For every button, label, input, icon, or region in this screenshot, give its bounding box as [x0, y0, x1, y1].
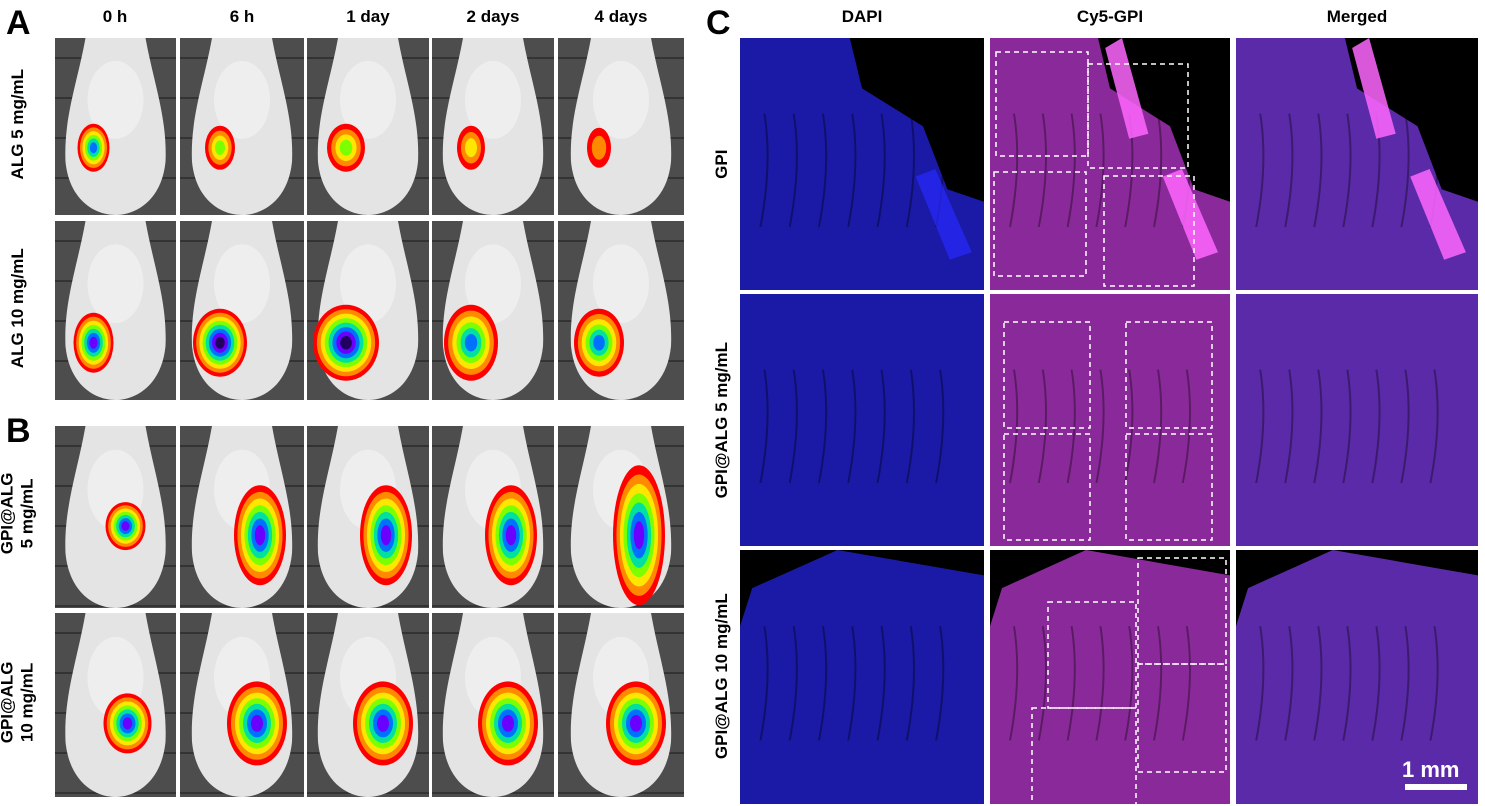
row-label-gpi5-line1: GPI@ALG [0, 472, 17, 555]
roi-box-gpi10-1 [1137, 557, 1227, 665]
roi-box-gpi-2 [1087, 63, 1189, 169]
row-label-c-gpi: GPI [711, 149, 731, 179]
mouse-image-alg10-0h [55, 221, 176, 400]
mouse-image-alg10-6h [180, 221, 304, 400]
micrograph-gpi5-cy5 [990, 294, 1230, 546]
mouse-image-alg5-1day [307, 38, 429, 215]
mouse-image-gpi10-4days [558, 613, 684, 797]
scale-bar-label: 1 mm [1402, 757, 1460, 782]
roi-box-gpi5-4 [1125, 433, 1213, 541]
mouse-image-alg10-1day [307, 221, 429, 400]
row-label-c-gpi10: GPI@ALG 10 mg/mL [711, 593, 731, 760]
row-label-alg5: ALG 5 mg/mL [7, 68, 27, 180]
mouse-image-gpi10-6h [180, 613, 304, 797]
mouse-image-gpi10-0h [55, 613, 176, 797]
micrograph-gpi5-dapi [740, 294, 984, 546]
row-label-gpi10-line2: 10 mg/mL [18, 662, 37, 743]
mouse-image-alg5-2days [432, 38, 554, 215]
roi-box-gpi-1 [995, 51, 1089, 157]
micrograph-gpi-dapi [740, 38, 984, 290]
roi-box-gpi10-2 [1047, 601, 1137, 709]
micrograph-gpi-cy5 [990, 38, 1230, 290]
micrograph-gpi5-merged [1236, 294, 1478, 546]
mouse-image-alg5-6h [180, 38, 304, 215]
mouse-image-gpi5-4days [558, 426, 684, 608]
roi-box-gpi-3 [993, 171, 1087, 277]
col-header-1day: 1 day [346, 7, 390, 26]
micrograph-gpi10-merged [1236, 550, 1478, 804]
mouse-image-gpi10-1day [307, 613, 429, 797]
row-label-gpi5: GPI@ALG 5 mg/mL [0, 463, 38, 563]
mouse-image-alg10-4days [558, 221, 684, 400]
roi-box-gpi10-3 [1137, 663, 1227, 773]
row-label-gpi5-line2: 5 mg/mL [18, 478, 37, 549]
panel-letter-a: A [6, 4, 31, 42]
roi-box-gpi10-4 [1031, 707, 1137, 804]
row-label-c-gpi5: GPI@ALG 5 mg/mL [711, 342, 731, 499]
col-header-dapi: DAPI [841, 7, 883, 26]
mouse-image-gpi5-1day [307, 426, 429, 608]
mouse-image-gpi5-6h [180, 426, 304, 608]
roi-box-gpi5-2 [1125, 321, 1213, 429]
mouse-image-alg5-4days [558, 38, 684, 215]
roi-box-gpi5-3 [1003, 433, 1091, 541]
col-header-2days: 2 days [466, 7, 520, 26]
panel-letter-b: B [6, 412, 31, 450]
mouse-image-gpi10-2days [432, 613, 554, 797]
row-label-alg10: ALG 10 mg/mL [7, 248, 27, 369]
panel-letter-c: C [706, 4, 731, 42]
micrograph-gpi10-cy5 [990, 550, 1230, 804]
scale-bar [1405, 784, 1467, 790]
mouse-image-alg10-2days [432, 221, 554, 400]
mouse-image-gpi5-2days [432, 426, 554, 608]
roi-box-gpi-4 [1103, 175, 1195, 287]
micrograph-gpi10-dapi [740, 550, 984, 804]
col-header-6h: 6 h [229, 7, 255, 26]
roi-box-gpi5-1 [1003, 321, 1091, 429]
col-header-4days: 4 days [594, 7, 648, 26]
col-header-merged: Merged [1326, 7, 1388, 26]
micrograph-gpi-merged [1236, 38, 1478, 290]
row-label-gpi10: GPI@ALG 10 mg/mL [0, 652, 38, 752]
col-header-0h: 0 h [102, 7, 128, 26]
mouse-image-gpi5-0h [55, 426, 176, 608]
mouse-image-alg5-0h [55, 38, 176, 215]
row-label-gpi10-line1: GPI@ALG [0, 661, 17, 744]
col-header-cy5: Cy5-GPI [1076, 7, 1144, 26]
